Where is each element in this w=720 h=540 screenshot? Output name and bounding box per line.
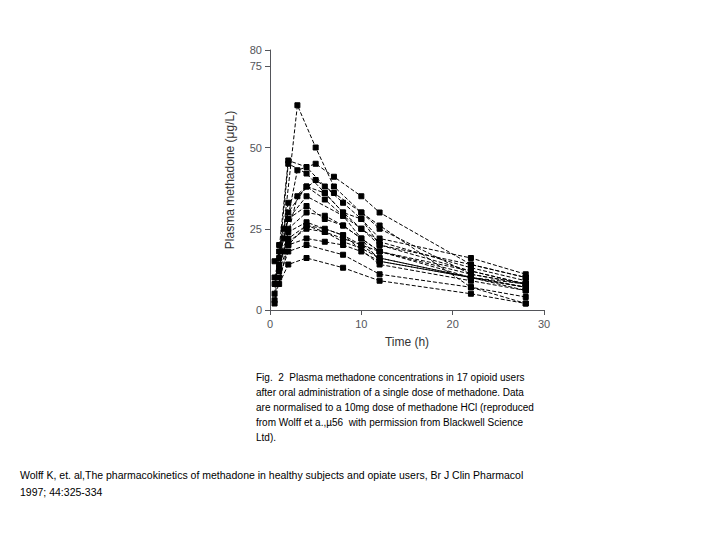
- svg-text:Fig. 2 Plasma methadone conc: Fig. 2 Plasma methadone concentrations i…: [256, 372, 525, 383]
- svg-text:Time (h): Time (h): [385, 335, 429, 349]
- svg-text:50: 50: [250, 142, 262, 154]
- svg-text:10: 10: [355, 318, 367, 330]
- svg-text:0: 0: [267, 318, 273, 330]
- svg-text:after oral administration of a: after oral administration of a single do…: [256, 387, 524, 398]
- svg-text:25: 25: [250, 223, 262, 235]
- svg-text:are normalised to a 10mg dose: are normalised to a 10mg dose of methado…: [256, 402, 534, 413]
- svg-text:75: 75: [250, 60, 262, 72]
- svg-text:from Wolff et a.,µ56 with per: from Wolff et a.,µ56 with permission fro…: [256, 417, 524, 428]
- svg-text:80: 80: [250, 44, 262, 56]
- svg-text:30: 30: [538, 318, 550, 330]
- svg-text:1997; 44:325-334: 1997; 44:325-334: [20, 486, 102, 498]
- svg-text:20: 20: [447, 318, 459, 330]
- svg-text:Plasma methadone (μg/L): Plasma methadone (μg/L): [223, 111, 237, 249]
- svg-text:Ltd).: Ltd).: [256, 432, 276, 443]
- svg-text:Wolff K, et. al,The pharmacoki: Wolff K, et. al,The pharmacokinetics of …: [20, 469, 523, 481]
- svg-text:0: 0: [256, 304, 262, 316]
